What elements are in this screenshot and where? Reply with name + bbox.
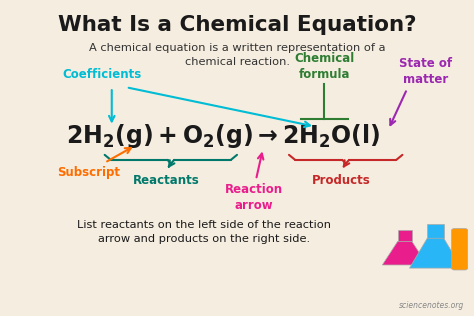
Text: State of
matter: State of matter: [400, 57, 453, 86]
Text: Chemical
formula: Chemical formula: [294, 52, 355, 81]
Text: Reactants: Reactants: [133, 173, 200, 186]
Text: Coefficients: Coefficients: [63, 68, 142, 81]
FancyBboxPatch shape: [452, 228, 468, 270]
Text: Subscript: Subscript: [56, 166, 119, 179]
Polygon shape: [383, 241, 427, 265]
Text: Reaction
arrow: Reaction arrow: [225, 183, 283, 212]
Text: sciencenotes.org: sciencenotes.org: [399, 301, 464, 310]
Polygon shape: [410, 238, 462, 268]
Text: Products: Products: [311, 173, 370, 186]
Text: List reactants on the left side of the reaction
arrow and products on the right : List reactants on the left side of the r…: [77, 220, 331, 244]
Text: What Is a Chemical Equation?: What Is a Chemical Equation?: [58, 15, 416, 35]
FancyBboxPatch shape: [398, 230, 412, 241]
Text: A chemical equation is a written representation of a
chemical reaction.: A chemical equation is a written represe…: [89, 43, 385, 67]
Text: $\mathbf{2H_2(g) + O_2(g) \rightarrow 2H_2O(l)}$: $\mathbf{2H_2(g) + O_2(g) \rightarrow 2H…: [65, 122, 380, 150]
FancyBboxPatch shape: [427, 224, 444, 238]
